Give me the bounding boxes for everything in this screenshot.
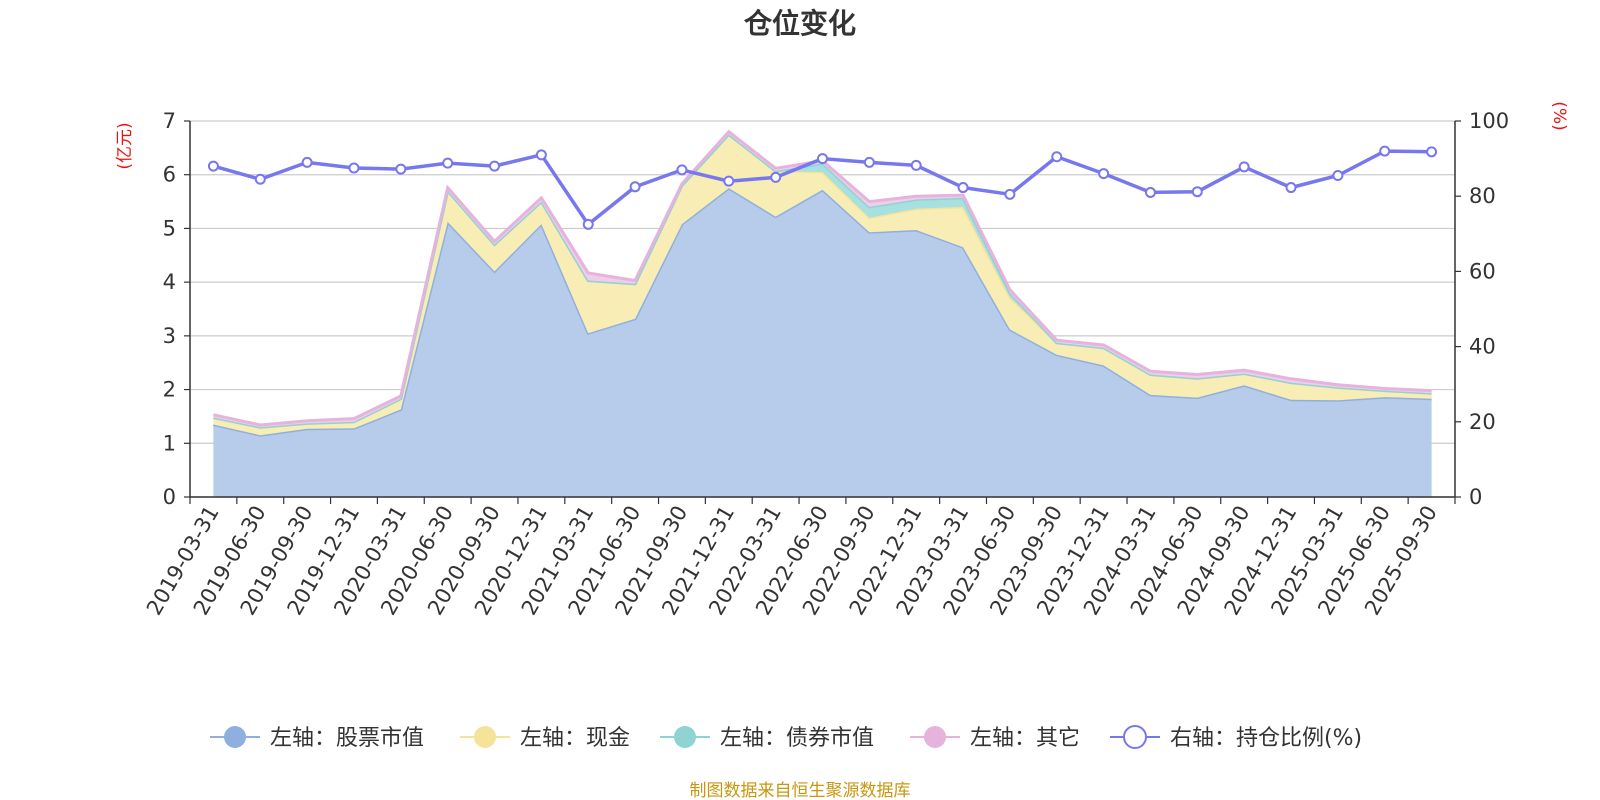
ratio-point: [442, 157, 454, 169]
ratio-point: [1191, 186, 1203, 198]
ratio-point: [207, 160, 219, 172]
left-axis-tick-label: 5: [163, 216, 176, 240]
ratio-point: [1004, 188, 1016, 200]
legend-marker: [924, 726, 946, 748]
left-axis-tick-label: 4: [163, 270, 176, 294]
legend-item: 右轴：持仓比例(%): [1110, 725, 1362, 751]
legend-item: 左轴：现金: [460, 726, 630, 751]
right-axis-tick-label: 40: [1469, 335, 1496, 359]
legend-label: 左轴：债券市值: [720, 726, 874, 751]
legend-item: 左轴：其它: [910, 726, 1080, 751]
ratio-point: [817, 153, 828, 165]
legend-marker: [474, 726, 496, 748]
ratio-point: [723, 175, 735, 187]
ratio-point: [957, 182, 969, 194]
data-source-note: 制图数据来自恒生聚源数据库: [690, 781, 911, 800]
ratio-point: [1144, 186, 1156, 198]
legend-item: 左轴：债券市值: [660, 726, 874, 751]
legend-marker-hollow: [1123, 725, 1147, 749]
ratio-point: [395, 163, 407, 175]
ratio-point: [1332, 170, 1344, 182]
ratio-point: [863, 156, 875, 168]
ratio-point: [1238, 161, 1250, 173]
left-axis-unit: (亿元): [115, 122, 135, 169]
ratio-point: [1379, 145, 1391, 157]
ratio-point: [1051, 151, 1063, 163]
ratio-point: [535, 149, 547, 161]
right-axis-tick-label: 80: [1469, 184, 1496, 208]
right-axis-tick-label: 0: [1469, 485, 1482, 509]
legend-label: 左轴：现金: [520, 726, 630, 751]
ratio-point: [1426, 146, 1438, 158]
ratio-point: [348, 162, 360, 174]
ratio-point: [676, 164, 688, 176]
ratio-point: [254, 173, 266, 185]
left-axis-tick-label: 6: [163, 163, 176, 187]
right-axis-tick-label: 20: [1469, 410, 1496, 434]
legend-label: 左轴：股票市值: [270, 726, 424, 751]
legend-marker: [224, 726, 246, 748]
right-axis-tick-label: 100: [1469, 109, 1509, 133]
ratio-point: [582, 218, 594, 230]
area-series-1: [213, 188, 1432, 497]
legend: 左轴：股票市值 左轴：现金 左轴：债券市值 左轴：其它 右轴：持仓比例(%): [210, 725, 1362, 751]
ratio-point: [301, 156, 313, 168]
ratio-point: [629, 181, 641, 193]
ratio-point: [770, 171, 782, 183]
stacked-areas: [213, 129, 1432, 497]
right-axis-tick-label: 60: [1469, 259, 1496, 283]
legend-label: 左轴：其它: [970, 726, 1080, 751]
left-axis-tick-label: 0: [163, 485, 176, 509]
ratio-point: [1285, 182, 1297, 194]
ratio-point: [489, 160, 501, 172]
legend-marker: [674, 726, 696, 748]
left-axis-tick-label: 1: [163, 431, 176, 455]
ratio-point: [1098, 168, 1110, 180]
left-axis-tick-label: 2: [163, 378, 176, 402]
legend-label: 右轴：持仓比例(%): [1170, 726, 1362, 751]
legend-item: 左轴：股票市值: [210, 726, 424, 751]
ratio-point: [910, 159, 922, 171]
chart-title: 仓位变化: [744, 7, 856, 40]
holding-ratio-line: [207, 145, 1438, 230]
right-axis-unit: (%): [1549, 101, 1569, 130]
left-axis-tick-label: 7: [163, 109, 176, 133]
left-axis-tick-label: 3: [163, 324, 176, 348]
